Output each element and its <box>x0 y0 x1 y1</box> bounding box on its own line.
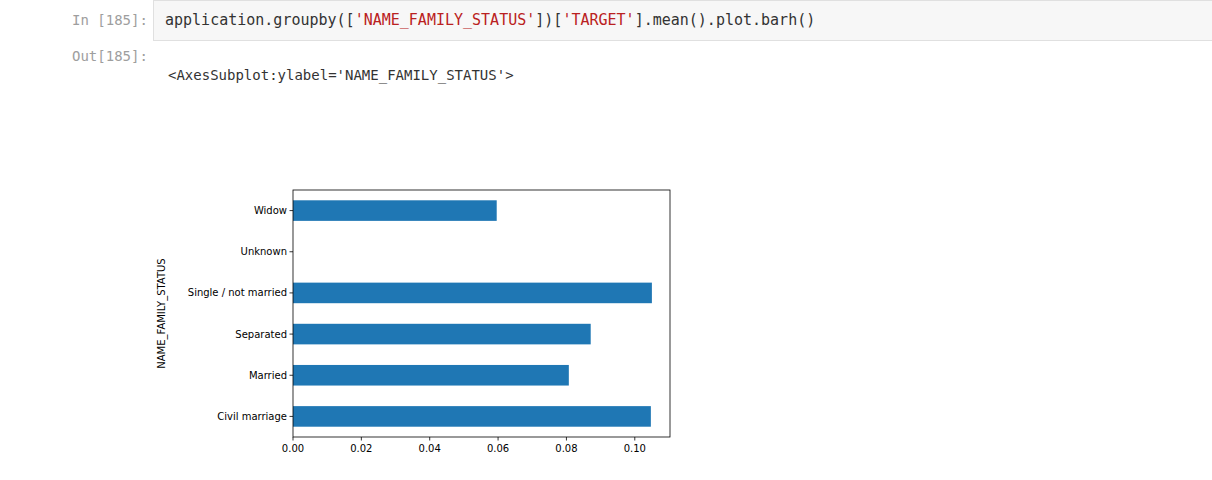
input-prompt: In [185]: <box>72 12 148 28</box>
y-tick-label: Civil marriage <box>217 411 287 422</box>
x-tick <box>566 437 567 441</box>
y-tick-label: Single / not married <box>188 287 287 298</box>
bar <box>293 283 652 304</box>
output-text: <AxesSubplot:ylabel='NAME_FAMILY_STATUS'… <box>168 67 514 84</box>
y-tick-label: Unknown <box>241 246 287 257</box>
code-cell <box>154 1 1212 41</box>
page: In [185]: application.groupby(['NAME_FAMI… <box>0 0 1212 480</box>
output-prompt: Out[185]: <box>72 48 148 64</box>
code: application.groupby(['NAME_FAMILY_STATUS… <box>165 11 815 29</box>
x-tick <box>634 437 635 441</box>
x-tick-label: 0.00 <box>282 443 304 454</box>
x-tick-label: 0.10 <box>624 443 646 454</box>
bar <box>293 365 569 386</box>
x-tick-label: 0.02 <box>350 443 372 454</box>
x-tick <box>498 437 499 441</box>
y-tick <box>290 210 294 211</box>
x-tick-label: 0.08 <box>555 443 577 454</box>
x-tick <box>293 437 294 441</box>
y-axis-label: NAME_FAMILY_STATUS <box>156 258 168 368</box>
y-tick <box>290 375 294 376</box>
y-tick-label: Separated <box>235 329 287 340</box>
bar <box>293 324 591 345</box>
bar <box>293 200 497 221</box>
x-tick-label: 0.04 <box>419 443 441 454</box>
x-tick <box>361 437 362 441</box>
x-tick-label: 0.06 <box>487 443 509 454</box>
plot-frame <box>293 190 670 437</box>
y-tick <box>290 292 294 293</box>
y-tick <box>290 416 294 417</box>
x-tick <box>429 437 430 441</box>
y-tick-label: Married <box>249 370 287 381</box>
y-tick <box>290 251 294 252</box>
y-tick-label: Widow <box>254 205 287 216</box>
bar <box>293 406 651 427</box>
y-tick <box>290 334 294 335</box>
